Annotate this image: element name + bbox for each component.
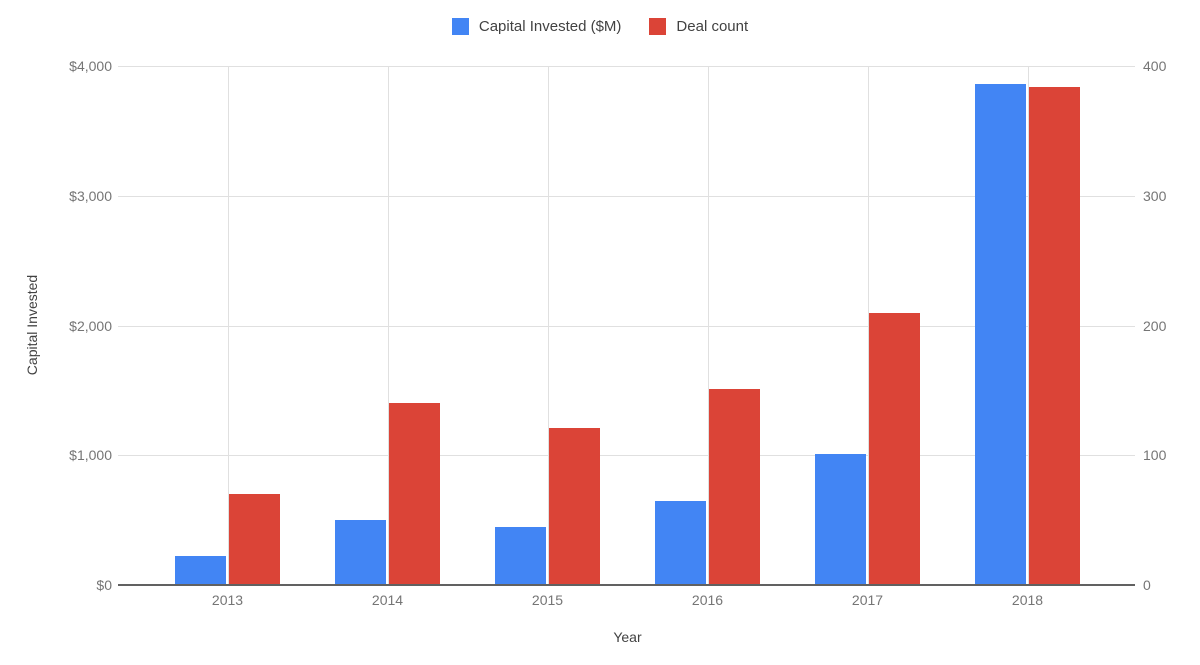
gridline-vertical (387, 66, 389, 585)
gridline-vertical (547, 66, 549, 585)
x-axis-line (118, 584, 1135, 586)
y-axis-tick-label-left: $2,000 (69, 317, 112, 334)
legend-swatch-icon (451, 18, 469, 35)
gridline-vertical (1027, 66, 1029, 585)
x-axis-tick-label: 2018 (1011, 592, 1044, 608)
y-axis-tick-label-right: 200 (1143, 317, 1167, 334)
gridline-horizontal (118, 66, 1135, 67)
legend-label: Deal count (676, 18, 749, 35)
x-axis-tick-label: 2015 (531, 592, 564, 608)
y-axis-tick-label-right: 0 (1143, 577, 1151, 593)
y-axis-tick-label-left: $0 (96, 577, 112, 593)
gridline-horizontal (118, 325, 1135, 327)
bar-capital-invested (975, 84, 1026, 585)
bar-deal-count (1029, 86, 1080, 585)
legend-item: Deal count (649, 18, 748, 35)
x-axis-title: Year (613, 629, 642, 645)
y-axis-tick-label-right: 100 (1143, 447, 1167, 464)
bar-capital-invested (815, 453, 866, 585)
x-axis-tick-label: 2013 (211, 592, 244, 608)
legend: Capital Invested ($M) Deal count (0, 18, 1200, 35)
bar-capital-invested (335, 520, 386, 585)
x-axis-tick-label: 2016 (691, 592, 724, 608)
gridline-vertical (867, 66, 869, 585)
y-axis-tick-label-right: 300 (1143, 187, 1167, 204)
bar-deal-count (709, 389, 760, 585)
bar-deal-count (389, 403, 440, 585)
bar-capital-invested (175, 556, 226, 585)
x-axis-tick-label: 2017 (851, 592, 884, 608)
legend-swatch-icon (649, 18, 667, 35)
bar-capital-invested (655, 500, 706, 585)
y-axis-tick-label-left: $3,000 (69, 187, 112, 204)
bar-deal-count (549, 428, 600, 585)
gridline-vertical (227, 66, 229, 585)
y-axis-tick-label-right: 400 (1143, 58, 1167, 74)
bar-capital-invested (495, 526, 546, 585)
x-axis-tick-label: 2014 (371, 592, 404, 608)
legend-label: Capital Invested ($M) (478, 18, 622, 35)
y-axis-tick-label-left: $4,000 (69, 58, 112, 74)
bar-deal-count (229, 494, 280, 585)
gridline-horizontal (118, 455, 1135, 457)
y-axis-tick-label-left: $1,000 (69, 447, 112, 464)
gridline-vertical (707, 66, 709, 585)
legend-item: Capital Invested ($M) (451, 18, 622, 35)
gridline-horizontal (118, 195, 1135, 197)
bar-deal-count (869, 312, 920, 585)
